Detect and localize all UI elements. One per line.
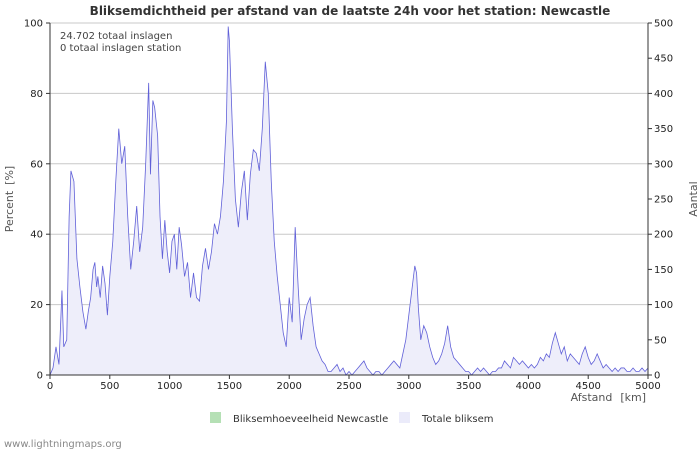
x-axis-unit: [km] [620, 391, 646, 404]
x-tick-label-8: 4000 [516, 381, 541, 392]
y-left-tick-label-0: 0 [37, 371, 43, 382]
y-right-tick-label-10: 500 [654, 19, 673, 30]
y-right-axis-label: Aantal [687, 181, 700, 216]
legend: Bliksemhoeveelheid Newcastle Totale blik… [210, 412, 493, 425]
y-left-axis-title: Percent [3, 190, 16, 232]
x-axis-label: Afstand [km] [571, 391, 646, 404]
chart-title: Bliksemdichtheid per afstand van de laat… [90, 4, 611, 18]
y-right-tick-label-5: 250 [654, 195, 673, 206]
legend-label-station: Bliksemhoeveelheid Newcastle [233, 414, 388, 425]
y-left-tick-label-5: 100 [24, 19, 43, 30]
x-tick-label-2: 1000 [157, 381, 182, 392]
series-area-0 [50, 26, 648, 376]
x-tick-label-0: 0 [47, 381, 53, 392]
series-line-0 [49, 26, 649, 376]
x-tick-label-3: 1500 [217, 381, 242, 392]
y-right-tick-label-8: 400 [654, 89, 673, 100]
y-left-tick-label-1: 20 [30, 300, 43, 311]
plot-area [49, 26, 649, 376]
legend-label-total: Totale bliksem [421, 414, 493, 425]
legend-swatch-station [210, 412, 221, 423]
y-left-axis-unit: [%] [3, 166, 16, 185]
y-left-axis-label: Percent [%] [3, 166, 16, 232]
y-right-axis-ticks: 0 50 100 150 200 250 300 350 400 450 500 [648, 19, 673, 382]
y-left-tick-label-4: 80 [30, 89, 43, 100]
y-right-tick-label-4: 200 [654, 230, 673, 241]
x-tick-label-10: 5000 [635, 381, 660, 392]
x-tick-label-9: 4500 [575, 381, 600, 392]
annotation-total-strikes: 24.702 totaal inslagen [60, 31, 172, 42]
x-axis-ticks: 0 500 1000 1500 2000 2500 3000 3500 4000 4500 5000 [47, 375, 661, 392]
x-tick-label-1: 500 [100, 381, 119, 392]
x-tick-label-7: 3500 [456, 381, 481, 392]
y-right-tick-label-7: 350 [654, 124, 673, 135]
y-left-axis-ticks: 0 20 40 60 80 100 [24, 19, 50, 382]
y-right-tick-label-0: 0 [654, 371, 660, 382]
x-tick-label-4: 2000 [276, 381, 301, 392]
x-axis-title: Afstand [571, 391, 613, 404]
y-left-tick-label-3: 60 [30, 159, 43, 170]
x-tick-label-6: 3000 [396, 381, 421, 392]
y-right-tick-label-6: 300 [654, 159, 673, 170]
y-right-tick-label-1: 50 [654, 335, 667, 346]
annotation-station-strikes: 0 totaal inslagen station [60, 43, 181, 54]
x-tick-label-5: 2500 [336, 381, 361, 392]
y-right-tick-label-9: 450 [654, 54, 673, 65]
footer-credit: www.lightningmaps.org [4, 439, 122, 450]
legend-swatch-total [399, 412, 410, 423]
y-left-tick-label-2: 40 [30, 230, 43, 241]
y-right-tick-label-2: 100 [654, 300, 673, 311]
y-right-tick-label-3: 150 [654, 265, 673, 276]
